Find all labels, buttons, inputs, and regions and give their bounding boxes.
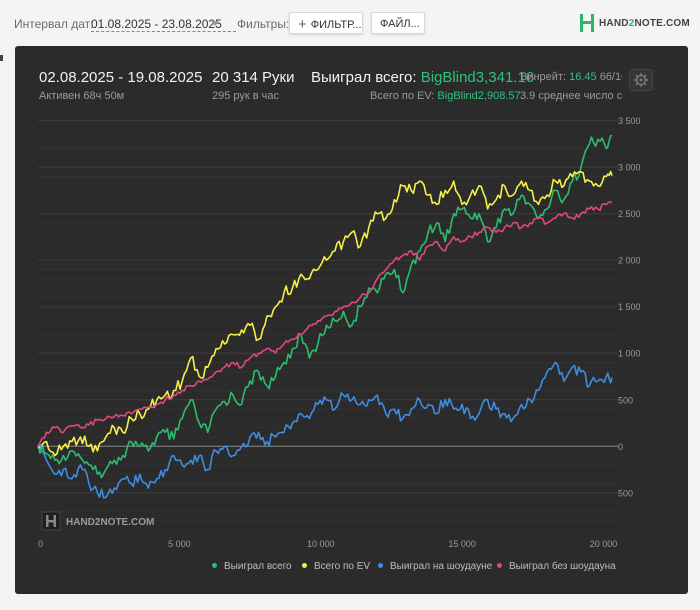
x-tick-label: 10 000 — [307, 539, 335, 549]
average-note: 3.9 среднее число ст — [520, 90, 622, 102]
winrate-value: 16.45 — [569, 71, 597, 83]
top-toolbar: Интервал дат: 01.08.2025 - 23.08.2025 Фи… — [0, 0, 700, 44]
series-line-showdown — [37, 361, 613, 499]
y-tick-label: 3 500 — [618, 116, 641, 126]
legend-item-showdown[interactable]: Выиграл на шоудауне — [378, 561, 492, 572]
x-tick-label: 5 000 — [168, 539, 191, 549]
hands-count: 20 314 Руки — [212, 69, 295, 86]
chart-settings-button[interactable] — [629, 69, 653, 91]
legend-item-non-showdown[interactable]: Выиграл без шоудауна — [497, 561, 616, 572]
ev-total: Всего по EV: BigBlind2,908.57 — [370, 90, 521, 102]
watermark-text: HAND2NOTE.COM — [66, 517, 154, 528]
stats-chart-card: 02.08.2025 - 19.08.2025 Активен 68ч 50м … — [15, 46, 688, 594]
winrate-label: Винрейт: — [520, 71, 567, 83]
series-line-ev — [37, 170, 613, 457]
filters-label: Фильтры: — [237, 17, 290, 31]
legend-item-won-total[interactable]: Выиграл всего — [212, 561, 292, 572]
grid — [38, 120, 618, 531]
series-line-won-total — [37, 134, 613, 479]
interval-label: Интервал дат: — [14, 17, 94, 31]
y-tick-label: 3 000 — [618, 163, 641, 173]
y-tick-label: 2 500 — [618, 209, 641, 219]
logo-text-suffix: NOTE.COM — [634, 18, 690, 29]
file-button[interactable]: ФАЙЛ... — [371, 12, 425, 34]
ev-total-value: BigBlind2,908.57 — [437, 90, 521, 102]
won-total: Выиграл всего: BigBlind3,341.16 — [311, 69, 534, 86]
y-tick-label: 1 500 — [618, 302, 641, 312]
legend-marker — [302, 563, 307, 568]
legend-marker — [212, 563, 217, 568]
legend-marker — [378, 563, 383, 568]
hands-per-hour: 295 рук в час — [212, 90, 280, 102]
legend-label: Всего по EV — [314, 561, 371, 572]
date-range-picker[interactable]: 01.08.2025 - 23.08.2025 — [91, 17, 236, 32]
legend-item-ev[interactable]: Всего по EV — [302, 561, 370, 572]
legend-label: Выиграл на шоудауне — [390, 561, 493, 572]
logo-text-digit: 2 — [628, 18, 635, 29]
y-tick-label: 500 — [618, 488, 633, 498]
edge-marker — [0, 55, 3, 61]
chevron-down-icon[interactable] — [211, 21, 219, 26]
chart-watermark: HAND2NOTE.COM — [41, 511, 154, 531]
x-tick-label: 15 000 — [448, 539, 476, 549]
series-line-non-showdown — [37, 201, 613, 447]
filter-button[interactable]: + ФИЛЬТР... — [289, 12, 363, 34]
won-total-label: Выиграл всего: — [311, 69, 417, 86]
axes: 3 500 3 000 2 500 2 000 1 500 1 000 500 0 500 0 5 … — [38, 116, 641, 549]
period-range: 02.08.2025 - 19.08.2025 — [39, 69, 203, 86]
filter-button-label: ФИЛЬТР... — [310, 19, 362, 31]
winrate: Винрейт: 16.45 66/10 — [520, 71, 622, 83]
legend-label: Выиграл без шоудауна — [509, 561, 616, 572]
hand2note-logo-icon — [580, 14, 594, 32]
plus-icon: + — [298, 16, 307, 33]
y-tick-label: 2 000 — [618, 256, 641, 266]
x-tick-label: 20 000 — [590, 539, 618, 549]
legend-label: Выиграл всего — [224, 561, 292, 572]
ev-total-label: Всего по EV: — [370, 90, 435, 102]
legend-marker — [497, 563, 502, 568]
winrate-extra: 66/10 — [599, 71, 622, 83]
won-total-value: BigBlind3,341.16 — [420, 69, 535, 86]
y-tick-label: 0 — [618, 442, 623, 452]
y-tick-label: 500 — [618, 395, 633, 405]
gear-icon — [634, 73, 648, 87]
logo-text-prefix: HAND — [599, 18, 629, 29]
y-tick-label: 1 000 — [618, 349, 641, 359]
x-tick-label: 0 — [38, 539, 43, 549]
active-time: Активен 68ч 50м — [39, 90, 125, 102]
series — [37, 134, 613, 499]
